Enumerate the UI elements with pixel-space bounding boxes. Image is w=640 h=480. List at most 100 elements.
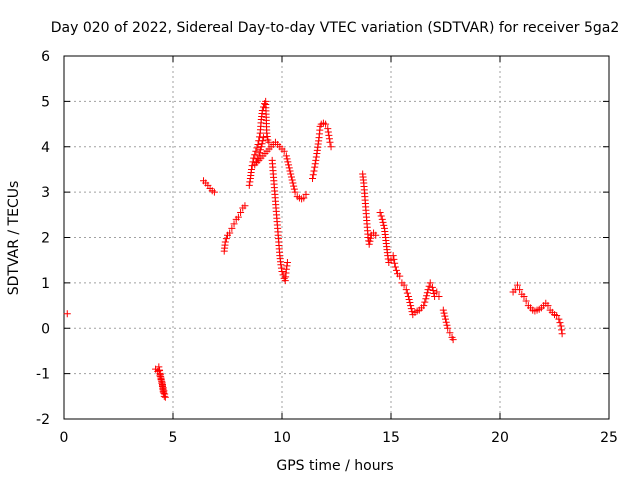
data-point [406, 299, 414, 307]
data-point [553, 312, 561, 320]
y-tick-label: 3 [41, 185, 50, 201]
data-point [286, 167, 294, 175]
data-point [247, 165, 255, 173]
data-point [228, 224, 236, 232]
data-point [290, 182, 298, 190]
y-tick-label: -1 [36, 367, 50, 383]
data-markers [63, 97, 566, 401]
data-point [443, 321, 451, 329]
data-point [404, 292, 412, 300]
data-point [446, 329, 454, 337]
data-point [155, 363, 163, 371]
data-point [520, 292, 528, 300]
data-point [237, 209, 245, 217]
data-point [160, 387, 168, 395]
data-point [221, 238, 229, 246]
data-point [325, 135, 333, 143]
data-point [442, 315, 449, 323]
data-point [430, 289, 438, 297]
x-tick-label: 20 [491, 430, 509, 446]
data-point [442, 318, 450, 326]
data-point [325, 131, 333, 139]
data-point [322, 120, 330, 128]
data-point [392, 266, 400, 274]
data-point [544, 302, 552, 310]
data-point [256, 149, 264, 157]
data-point [253, 144, 261, 152]
data-point [251, 151, 259, 159]
y-tick-label: 0 [41, 321, 50, 337]
data-point [290, 185, 298, 193]
y-axis-label: SDTVAR / TECUs [6, 181, 22, 296]
data-point [407, 302, 415, 310]
data-point [407, 305, 415, 313]
data-point [372, 231, 380, 239]
data-point [291, 188, 299, 196]
data-point [310, 167, 318, 175]
data-point [390, 255, 398, 263]
data-point [285, 164, 293, 172]
data-point [251, 161, 259, 169]
data-point [391, 259, 399, 267]
data-point [234, 213, 242, 221]
data-point [283, 155, 291, 163]
data-point [156, 370, 164, 378]
data-point [210, 188, 218, 196]
x-tick-label: 10 [273, 430, 291, 446]
data-point [157, 374, 165, 382]
data-point [161, 393, 169, 401]
data-point [309, 175, 317, 183]
axis-ticks [63, 55, 610, 420]
data-point [428, 283, 436, 291]
data-point [378, 215, 386, 223]
x-tick-label: 25 [600, 430, 618, 446]
data-point [377, 212, 385, 220]
data-point [557, 322, 565, 330]
data-point [282, 265, 290, 273]
data-point [226, 229, 234, 237]
data-point [444, 324, 452, 332]
data-point [366, 237, 374, 245]
data-point [277, 264, 285, 272]
data-point [400, 281, 408, 289]
data-point [311, 160, 319, 168]
data-point [287, 173, 295, 181]
data-point [433, 288, 441, 296]
data-point [161, 390, 169, 398]
data-point [423, 292, 431, 300]
data-point [556, 319, 564, 327]
data-point [426, 279, 434, 287]
data-point [241, 202, 249, 210]
data-point [222, 235, 230, 243]
data-point [252, 158, 260, 166]
data-point [309, 171, 317, 179]
data-point [257, 146, 265, 154]
data-point [277, 261, 285, 269]
data-point [63, 310, 71, 318]
data-point [324, 128, 332, 136]
data-point [300, 194, 308, 202]
data-point [246, 178, 254, 186]
data-point [255, 133, 263, 141]
data-point [283, 262, 291, 270]
data-point [441, 312, 449, 320]
data-point [365, 240, 373, 248]
data-point [408, 308, 416, 316]
data-point [324, 125, 332, 133]
data-point [289, 179, 297, 187]
data-point [287, 170, 295, 178]
data-point [435, 292, 443, 300]
data-point [367, 234, 375, 242]
data-point [425, 282, 433, 290]
axis-tick-labels: 0 5 10 15 20 25 -2 -1 0 1 2 3 4 5 6 [36, 49, 618, 446]
y-tick-label: 2 [41, 231, 50, 247]
x-tick-label: 0 [60, 430, 69, 446]
data-point [422, 295, 430, 303]
data-point [265, 138, 273, 146]
data-point [439, 306, 447, 314]
data-point [403, 289, 411, 297]
y-tick-label: 6 [41, 49, 50, 65]
data-point [278, 268, 286, 276]
data-point [283, 258, 291, 266]
